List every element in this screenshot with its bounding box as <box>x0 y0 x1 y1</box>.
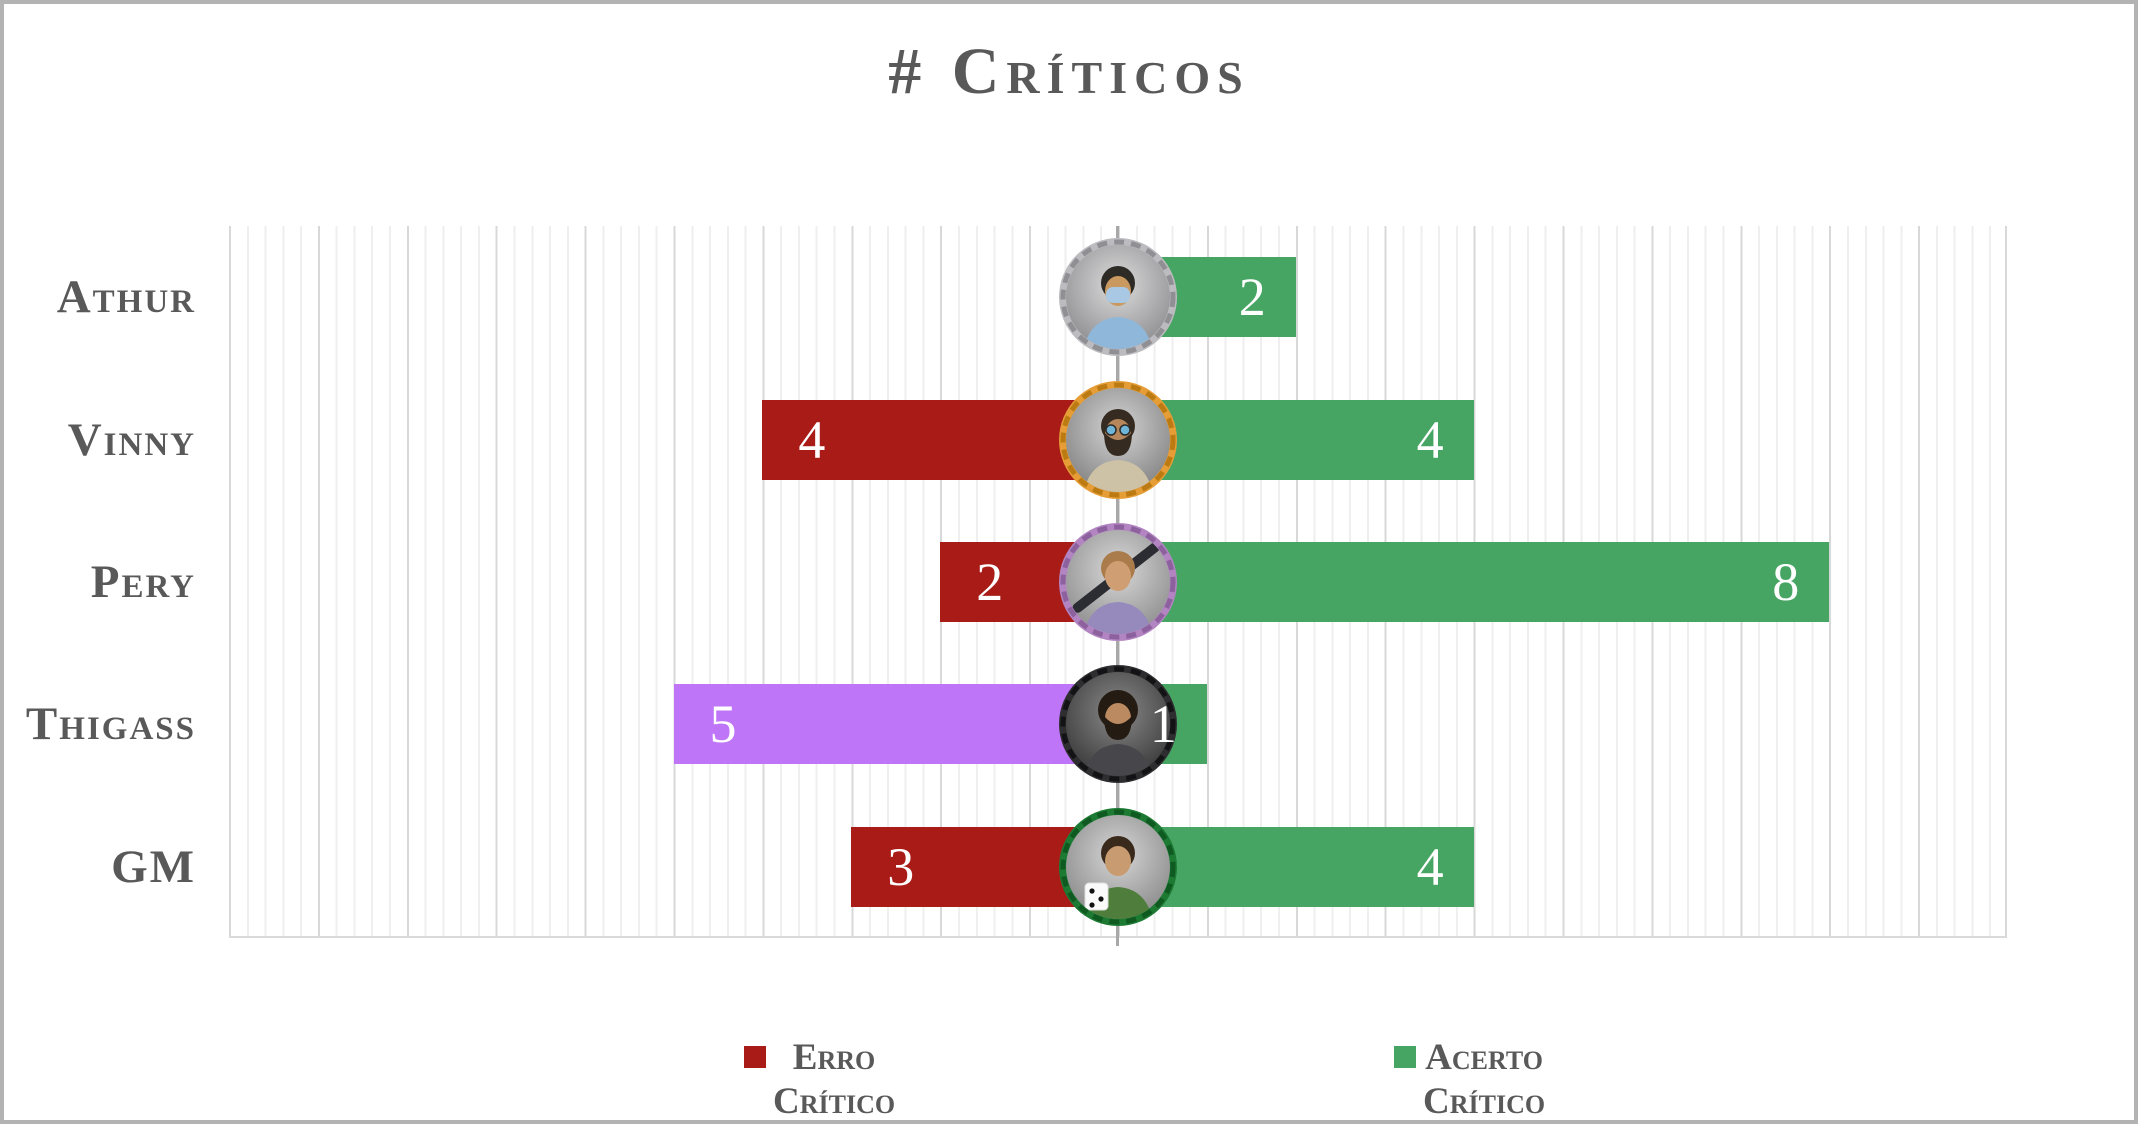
chart-title: # Críticos <box>888 35 1250 108</box>
vinny-bearded-glasses-avatar-icon <box>1059 380 1177 499</box>
pery-club-avatar-icon <box>1059 523 1177 641</box>
erro-critico-value-pery: 2 <box>976 552 1004 612</box>
gm-green-robe-die-avatar <box>1058 807 1178 927</box>
erro-critico-value-gm: 3 <box>887 836 915 897</box>
erro-critico-value-thigass: 5 <box>709 694 737 755</box>
acerto-critico-bar-pery <box>1118 542 1830 622</box>
athur-surgical-mask-avatar-icon <box>1059 238 1177 357</box>
vinny-bearded-glasses-avatar <box>1058 380 1178 500</box>
legend-acerto-line2: Crítico <box>1423 1081 1546 1122</box>
legend-swatch-erro <box>744 1046 766 1068</box>
erro-critico-value-vinny: 4 <box>798 409 826 470</box>
thigass-big-beard-avatar <box>1058 664 1178 784</box>
acerto-critico-value-thigass: 1 <box>1149 694 1177 755</box>
legend-label-acerto: Acerto Crítico <box>1423 1036 1546 1122</box>
acerto-critico-value-athur: 2 <box>1238 267 1266 328</box>
acerto-critico-bar-gm <box>1118 826 1474 907</box>
legend-erro-line1: Erro <box>792 1037 876 1078</box>
legend-swatch-acerto <box>1394 1046 1416 1068</box>
erro-critico-bar-vinny <box>762 399 1118 480</box>
category-label-vinny: Vinny <box>67 413 196 466</box>
acerto-critico-value-gm: 4 <box>1416 836 1444 897</box>
acerto-critico-value-vinny: 4 <box>1416 409 1444 470</box>
legend-erro-line2: Crítico <box>773 1081 896 1122</box>
category-label-thigass: Thigass <box>25 698 196 751</box>
pery-club-avatar <box>1058 522 1178 642</box>
thigass-big-beard-avatar-icon <box>1059 665 1177 784</box>
category-label-gm: GM <box>111 840 196 893</box>
category-label-pery: Pery <box>90 556 196 608</box>
athur-surgical-mask-avatar <box>1058 237 1178 357</box>
legend-item-erro-critico: Erro Crítico <box>744 1036 896 1122</box>
acerto-critico-bar-vinny <box>1118 399 1474 480</box>
acerto-critico-value-pery: 8 <box>1772 552 1800 612</box>
legend-label-erro: Erro Crítico <box>773 1036 896 1122</box>
legend-acerto-line1: Acerto <box>1425 1037 1543 1078</box>
legend-item-acerto-critico: Acerto Crítico <box>1394 1036 1546 1122</box>
erro-critico-bar-thigass <box>673 684 1118 765</box>
category-label-athur: Athur <box>56 271 196 324</box>
gm-green-robe-die-avatar-icon <box>1059 807 1177 926</box>
